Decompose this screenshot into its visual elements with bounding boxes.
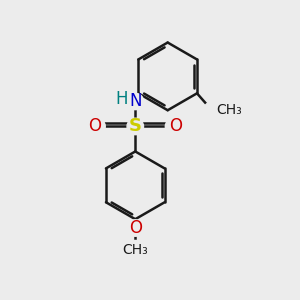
Text: S: S <box>129 117 142 135</box>
Circle shape <box>165 118 182 135</box>
Circle shape <box>127 220 143 236</box>
Circle shape <box>127 118 143 135</box>
Text: O: O <box>169 117 182 135</box>
Circle shape <box>89 118 105 135</box>
Circle shape <box>204 102 220 119</box>
Text: H: H <box>116 90 128 108</box>
Circle shape <box>127 93 143 110</box>
Text: CH₃: CH₃ <box>216 103 242 117</box>
Text: O: O <box>129 219 142 237</box>
Text: N: N <box>129 92 142 110</box>
Text: CH₃: CH₃ <box>122 243 148 257</box>
Text: O: O <box>88 117 101 135</box>
Circle shape <box>127 240 143 257</box>
